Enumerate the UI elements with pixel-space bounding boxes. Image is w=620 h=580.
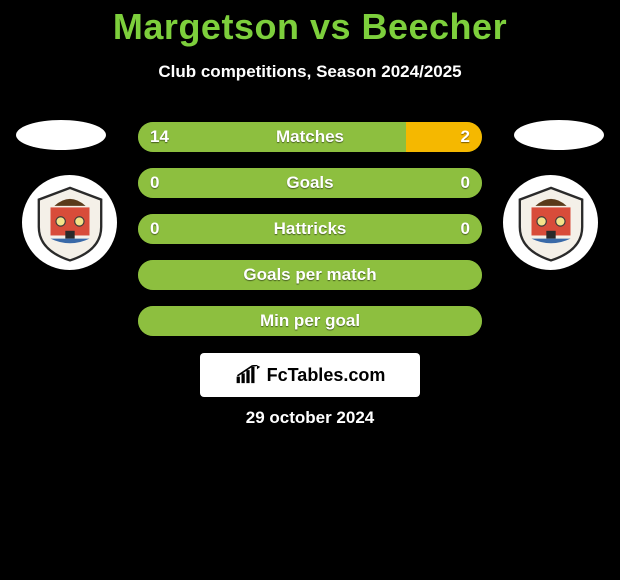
bar-matches: 14 Matches 2 <box>138 122 482 152</box>
comparison-bars: 14 Matches 2 0 Goals 0 0 Hattricks 0 Goa… <box>138 122 482 352</box>
bar-label: Min per goal <box>138 306 482 336</box>
bar-label: Goals <box>138 168 482 198</box>
bar-label: Goals per match <box>138 260 482 290</box>
date-text: 29 october 2024 <box>0 408 620 428</box>
bar-min-per-goal: Min per goal <box>138 306 482 336</box>
bar-goals: 0 Goals 0 <box>138 168 482 198</box>
bar-goals-per-match: Goals per match <box>138 260 482 290</box>
bar-value-right: 0 <box>461 168 470 198</box>
crest-icon <box>31 184 109 262</box>
chart-icon <box>235 365 261 385</box>
player-kit-left <box>16 120 106 150</box>
bar-value-right: 2 <box>461 122 470 152</box>
crest-icon <box>512 184 590 262</box>
club-crest-left <box>22 175 117 270</box>
bar-hattricks: 0 Hattricks 0 <box>138 214 482 244</box>
watermark: FcTables.com <box>200 353 420 397</box>
player-kit-right <box>514 120 604 150</box>
club-crest-right <box>503 175 598 270</box>
bar-label: Hattricks <box>138 214 482 244</box>
bar-label: Matches <box>138 122 482 152</box>
bar-value-right: 0 <box>461 214 470 244</box>
subtitle: Club competitions, Season 2024/2025 <box>0 62 620 82</box>
page-title: Margetson vs Beecher <box>0 0 620 48</box>
watermark-text: FcTables.com <box>267 365 386 386</box>
